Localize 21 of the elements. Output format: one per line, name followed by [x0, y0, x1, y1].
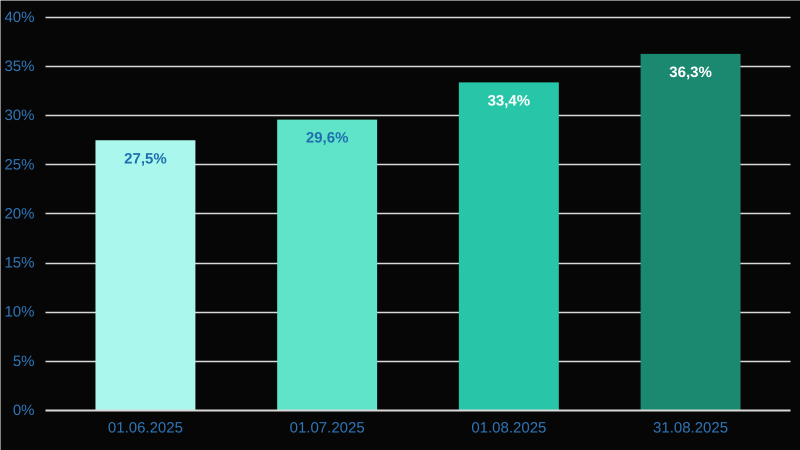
y-tick-label: 40% [4, 8, 35, 26]
x-tick-label: 01.07.2025 [290, 420, 365, 436]
bar [640, 54, 741, 410]
x-tick-label: 31.08.2025 [653, 420, 728, 436]
y-tick-label: 30% [4, 107, 35, 124]
x-tick-label: 01.08.2025 [471, 420, 546, 436]
data-label: 36,3% [669, 64, 712, 81]
data-label: 33,4% [488, 92, 530, 110]
y-tick-label: 5% [12, 352, 35, 370]
bar [95, 140, 196, 410]
bar [458, 82, 559, 410]
bar [277, 120, 378, 410]
y-tick-label: 15% [4, 254, 35, 272]
y-tick-label: 10% [4, 304, 35, 321]
data-label: 27,5% [124, 150, 167, 168]
y-tick-label: 35% [4, 58, 35, 76]
x-tick-label: 01.06.2025 [108, 420, 183, 436]
y-tick-label: 0% [12, 402, 35, 419]
y-tick-label: 25% [4, 156, 35, 174]
data-label: 29,6% [306, 130, 348, 147]
y-tick-label: 20% [4, 205, 35, 222]
